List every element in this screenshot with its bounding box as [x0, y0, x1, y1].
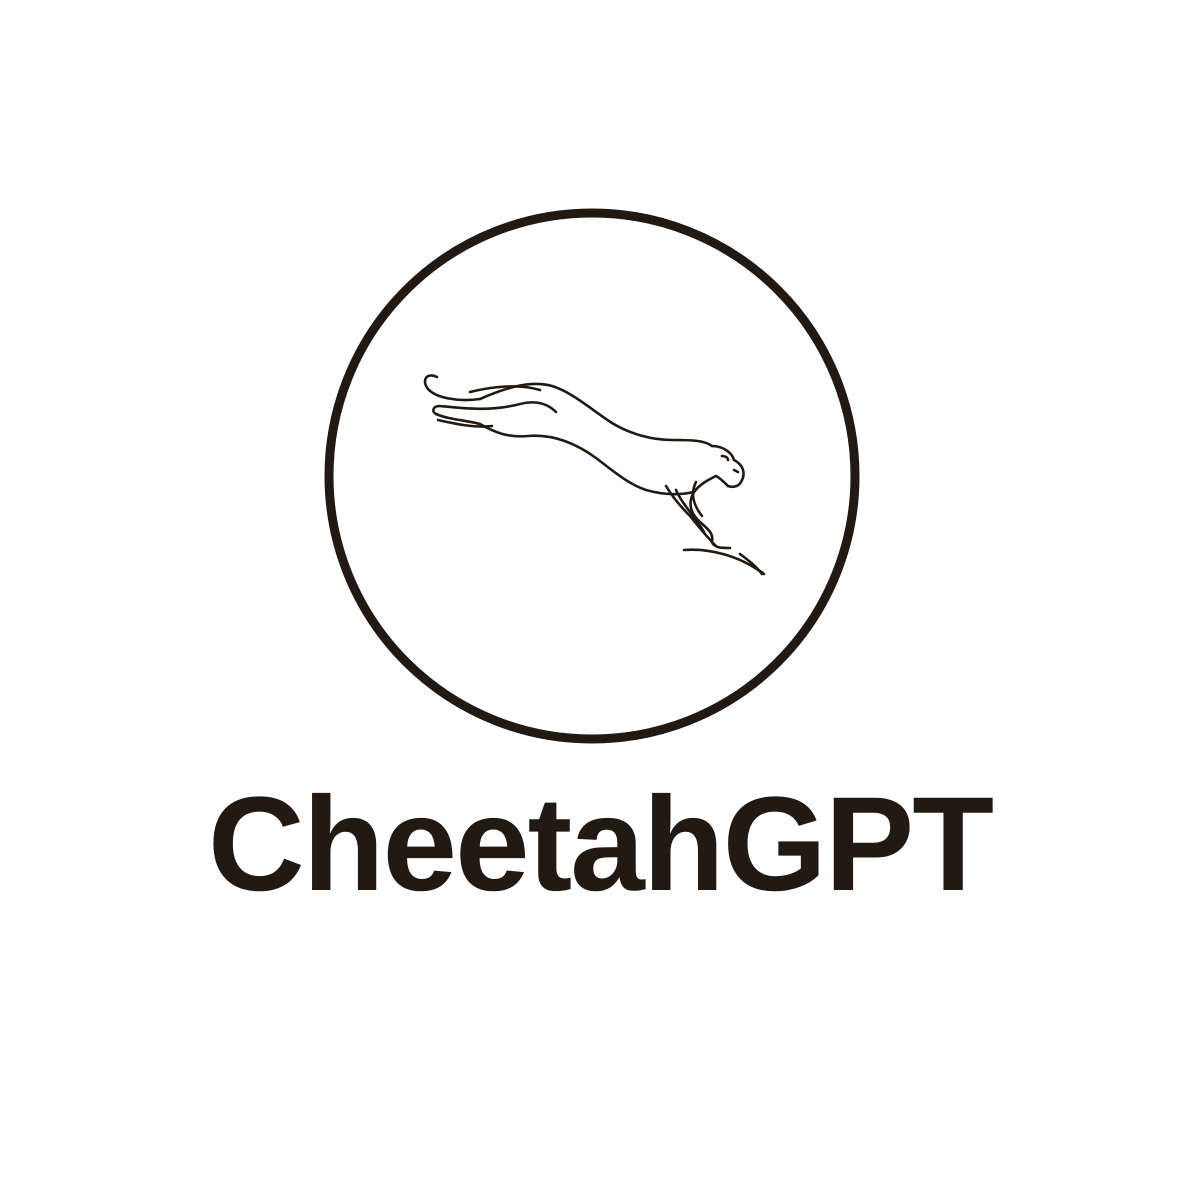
emblem-circle	[329, 213, 855, 739]
brand-name: CheetahGPT	[0, 770, 1200, 920]
cheetah-icon	[425, 375, 764, 574]
